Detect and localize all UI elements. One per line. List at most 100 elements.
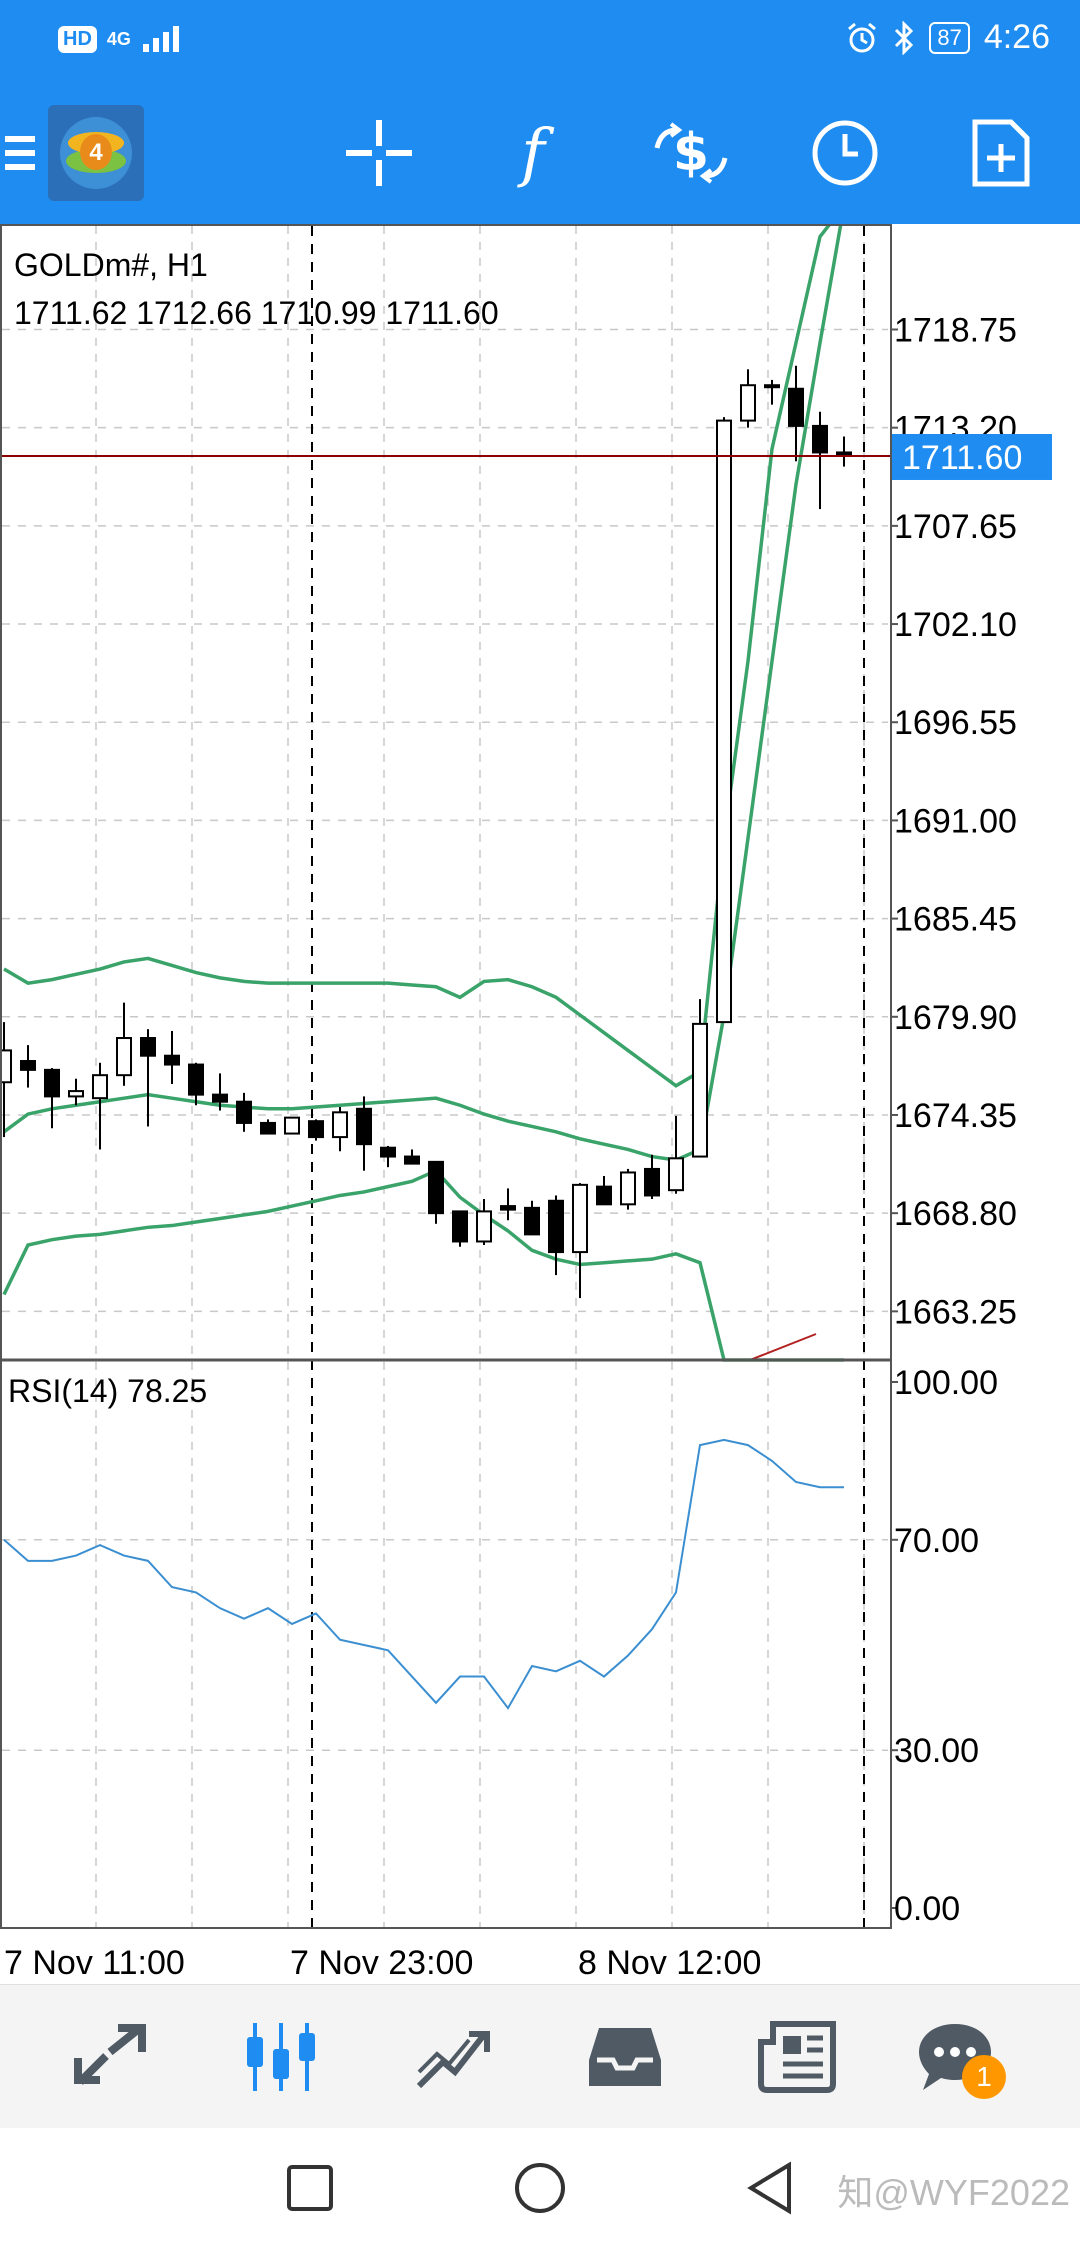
clock-icon <box>812 120 878 186</box>
bottom-navigation: 1 <box>0 1984 1080 2129</box>
chart-frame <box>0 224 892 1929</box>
candle <box>716 417 732 1024</box>
home-button[interactable] <box>500 2148 580 2228</box>
nav-quotes[interactable] <box>35 1985 185 2129</box>
candle <box>428 1160 444 1224</box>
candle <box>356 1096 372 1171</box>
current-price-label: 1711.60 <box>902 439 1022 477</box>
history-button[interactable] <box>802 82 888 224</box>
candle <box>380 1145 396 1168</box>
nav-messages[interactable]: 1 <box>880 1985 1030 2129</box>
bear-candle-body <box>428 1160 444 1215</box>
candle <box>20 1045 36 1088</box>
bull-candle-body <box>668 1157 684 1192</box>
candle <box>788 365 804 462</box>
candle <box>548 1195 564 1276</box>
time-axis-label: 7 Nov 11:00 <box>4 1944 185 1982</box>
candle <box>188 1062 204 1106</box>
menu-icon <box>5 136 35 170</box>
price-axis-label: 1685.45 <box>894 901 1017 939</box>
candle <box>620 1168 636 1210</box>
candle <box>836 436 852 467</box>
status-bar: HD 4G 87 4:26 <box>0 0 1080 82</box>
bull-candle-body <box>284 1116 300 1135</box>
rsi-axis-label: 70.00 <box>894 1522 979 1560</box>
bear-candle-body <box>500 1205 516 1211</box>
bluetooth-icon <box>895 20 914 55</box>
svg-text:4: 4 <box>89 139 103 166</box>
rsi-title: RSI(14) 78.25 <box>8 1373 207 1409</box>
nav-chart[interactable] <box>206 1985 356 2129</box>
candle <box>308 1119 324 1141</box>
bull-candle-body <box>716 419 732 1024</box>
bull-candle-body <box>332 1111 348 1139</box>
bear-candle-body <box>140 1037 156 1057</box>
chart-grid <box>2 226 888 1928</box>
bear-candle-body <box>188 1063 204 1096</box>
candle <box>284 1116 300 1135</box>
nav-news[interactable] <box>722 1985 872 2129</box>
chart-area[interactable]: 1718.75 1713.20 1707.65 1702.10 1696.55 1691.… <box>0 224 1080 1984</box>
messages-badge: 1 <box>962 2055 1006 2099</box>
candle <box>572 1183 588 1299</box>
crosshair-button[interactable] <box>336 82 422 224</box>
candlesticks <box>0 365 890 1299</box>
recent-apps-button[interactable] <box>270 2148 350 2228</box>
candle <box>0 1022 12 1138</box>
candle <box>236 1092 252 1132</box>
candle <box>764 379 780 405</box>
bear-candle-body <box>404 1155 420 1165</box>
ohlc-values: 1711.62 1712.66 1710.99 1711.60 <box>14 295 499 331</box>
inbox-icon <box>589 2028 661 2086</box>
bear-candle-body <box>788 387 804 427</box>
candle <box>812 411 828 510</box>
plot-border <box>0 224 892 1929</box>
candle <box>644 1154 660 1200</box>
candle <box>260 1119 276 1135</box>
indicators-button[interactable]: f <box>490 82 576 224</box>
chart-svg[interactable]: 1718.751713.201707.651702.101696.551691.… <box>0 224 1080 1984</box>
svg-text:$: $ <box>673 123 709 183</box>
menu-button[interactable] <box>0 82 40 224</box>
chart-icon <box>247 2023 315 2091</box>
bear-candle-body <box>452 1210 468 1243</box>
bull-candle-body <box>476 1210 492 1243</box>
candle <box>44 1068 60 1129</box>
price-axis-label: 1663.25 <box>894 1293 1017 1331</box>
trade-chart-icon <box>416 2031 490 2089</box>
new-order-button[interactable] <box>958 82 1044 224</box>
bear-candle-body <box>644 1167 660 1197</box>
trade-icon: $ <box>654 122 728 184</box>
candle <box>596 1176 612 1206</box>
nav-trade[interactable] <box>378 1985 528 2129</box>
price-axis: 1718.751713.201707.651702.101696.551691.… <box>4 311 1052 1982</box>
svg-text:f: f <box>517 118 555 188</box>
bear-candle-body <box>596 1185 612 1206</box>
price-axis-label: 1668.80 <box>894 1195 1017 1233</box>
candle <box>68 1078 84 1106</box>
candle <box>332 1107 348 1152</box>
bear-candle-body <box>812 424 828 454</box>
candle <box>164 1030 180 1085</box>
signal-icon <box>142 26 179 52</box>
price-axis-label: 1674.35 <box>894 1097 1017 1135</box>
trend-line <box>749 1333 817 1361</box>
new-document-icon <box>972 119 1030 187</box>
watermark: 知@WYF2022 <box>837 2172 1070 2213</box>
candle <box>116 1002 132 1086</box>
price-axis-label: 1679.90 <box>894 999 1017 1037</box>
candle <box>92 1062 108 1150</box>
time-axis-label: 8 Nov 12:00 <box>578 1944 761 1982</box>
back-button[interactable] <box>730 2148 810 2228</box>
bear-candle-body <box>44 1068 60 1098</box>
candle <box>212 1073 228 1111</box>
square-icon <box>287 2165 333 2211</box>
bull-candle-body <box>740 384 756 422</box>
candle <box>524 1200 540 1236</box>
system-navigation: 知@WYF2022 <box>0 2128 1080 2244</box>
price-axis-label: 1702.10 <box>894 606 1017 644</box>
trade-button[interactable]: $ <box>648 82 734 224</box>
bear-candle-body <box>380 1146 396 1158</box>
nav-history[interactable] <box>550 1985 700 2129</box>
metatrader-logo-button[interactable]: 4 <box>48 82 144 224</box>
